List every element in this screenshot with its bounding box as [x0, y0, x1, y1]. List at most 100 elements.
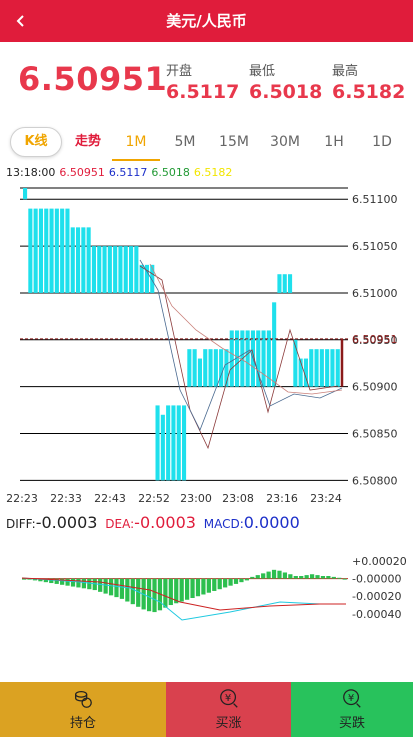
macd-bar — [70, 578, 76, 587]
price-bar — [166, 405, 171, 481]
tab-15m[interactable]: 15M — [219, 134, 249, 150]
price-bar — [282, 274, 287, 293]
price-bar — [298, 358, 303, 387]
x-tick-label: 22:52 — [138, 492, 170, 505]
dea-label: DEA: — [105, 517, 135, 531]
tab-trend[interactable]: 走势 — [74, 134, 101, 149]
macd-bar — [54, 578, 59, 584]
macd-y-tick-label: -0.00040 — [352, 608, 401, 621]
price-bar — [23, 188, 28, 200]
price-bar — [197, 358, 202, 387]
price-bar — [44, 208, 49, 293]
price-bar — [118, 246, 123, 293]
x-tick-label: 23:00 — [180, 492, 212, 505]
current-price-label: 6.50951 — [352, 333, 398, 346]
macd-y-tick-label: -0.00000 — [352, 573, 401, 586]
price-bar — [293, 339, 298, 387]
macd-bar — [32, 578, 38, 581]
macd-bar — [185, 578, 190, 600]
yuan-circle-icon: ¥ — [219, 689, 238, 708]
bottom-action-bar: 持仓 ¥ 买涨 ¥ 买跌 — [0, 682, 413, 737]
macd-bar — [38, 578, 43, 582]
price-bar — [335, 349, 340, 387]
macd-bar — [146, 578, 152, 612]
low-value: 6.5018 — [249, 81, 323, 103]
macd-bar — [212, 578, 217, 591]
macd-bar — [49, 578, 54, 584]
tab-30m[interactable]: 30M — [270, 134, 300, 150]
diff-value: -0.0003 — [35, 513, 98, 532]
hold-button[interactable]: 持仓 — [0, 682, 166, 737]
tab-1m[interactable]: 1M — [125, 134, 147, 150]
price-bar — [65, 208, 70, 293]
price-bar — [144, 264, 149, 293]
macd-bar — [152, 578, 157, 613]
macd-bar — [190, 578, 195, 598]
macd-bar — [309, 574, 315, 579]
tab-1h[interactable]: 1H — [324, 134, 344, 150]
macd-bar — [76, 578, 81, 588]
ohlc-open: 6.5117 — [108, 166, 148, 179]
price-chart[interactable]: 6.51100 6.51050 6.51000 6.50950 6.50900 6.508… — [0, 180, 413, 508]
price-bar — [70, 227, 75, 293]
macd-bar — [195, 578, 201, 597]
macd-bar — [98, 578, 103, 592]
price-bar — [155, 405, 160, 481]
macd-bar — [337, 577, 342, 579]
open-stat: 开盘 6.5117 — [166, 60, 239, 103]
macd-readout: DIFF:-0.0003 DEA:-0.0003 MACD:0.0000 — [6, 513, 300, 533]
price-bar — [314, 349, 319, 387]
x-tick-label: 22:33 — [50, 492, 82, 505]
high-stat: 最高 6.5182 — [332, 60, 405, 103]
tab-kline[interactable]: K线 — [10, 127, 62, 157]
y-tick-label: 6.50900 — [352, 381, 398, 394]
price-bar — [38, 208, 43, 293]
price-bar — [235, 330, 240, 387]
macd-bar — [277, 570, 282, 579]
macd-bar — [342, 578, 347, 580]
y-tick-label: 6.51100 — [352, 193, 398, 206]
svg-text:¥: ¥ — [224, 693, 230, 704]
buy-down-button[interactable]: ¥ 买跌 — [291, 682, 413, 737]
macd-bar — [163, 578, 168, 608]
macd-bar — [228, 578, 233, 586]
macd-bar — [250, 576, 255, 579]
price-bar — [86, 227, 91, 293]
price-bar — [277, 274, 282, 293]
macd-bar — [65, 578, 70, 586]
price-bar — [123, 246, 128, 293]
buy-up-button[interactable]: ¥ 买涨 — [166, 682, 291, 737]
svg-text:¥: ¥ — [348, 693, 354, 704]
tab-1d[interactable]: 1D — [372, 134, 392, 150]
price-bar — [256, 330, 261, 387]
dea-line — [21, 577, 346, 611]
macd-bar — [233, 578, 239, 584]
price-bar — [49, 208, 54, 293]
price-bar — [54, 208, 59, 293]
price-bar — [245, 330, 250, 387]
tab-5m[interactable]: 5M — [174, 134, 196, 150]
macd-bar — [206, 578, 211, 593]
coins-icon — [75, 691, 92, 708]
diff-label: DIFF: — [6, 517, 36, 531]
macd-bar — [130, 578, 135, 605]
price-bar — [182, 405, 187, 481]
price-bar — [272, 302, 277, 387]
macd-bar — [108, 578, 114, 596]
ohlc-high: 6.5182 — [193, 166, 233, 179]
price-bar — [309, 349, 314, 387]
x-tick-label: 22:23 — [6, 492, 38, 505]
y-tick-label: 6.51000 — [352, 287, 398, 300]
macd-bar — [103, 578, 108, 594]
price-bar — [76, 227, 81, 293]
x-tick-label: 23:24 — [310, 492, 342, 505]
macd-bar — [168, 578, 173, 606]
low-stat: 最低 6.5018 — [249, 60, 322, 103]
price-bar — [229, 330, 234, 387]
price-bar — [192, 349, 197, 387]
macd-chart[interactable]: +0.00020 -0.00000 -0.00020 -0.00040 — [0, 540, 413, 630]
macd-bar — [266, 571, 271, 579]
macd-bar — [174, 578, 179, 604]
macd-bar — [223, 578, 228, 588]
back-button[interactable] — [8, 8, 34, 34]
